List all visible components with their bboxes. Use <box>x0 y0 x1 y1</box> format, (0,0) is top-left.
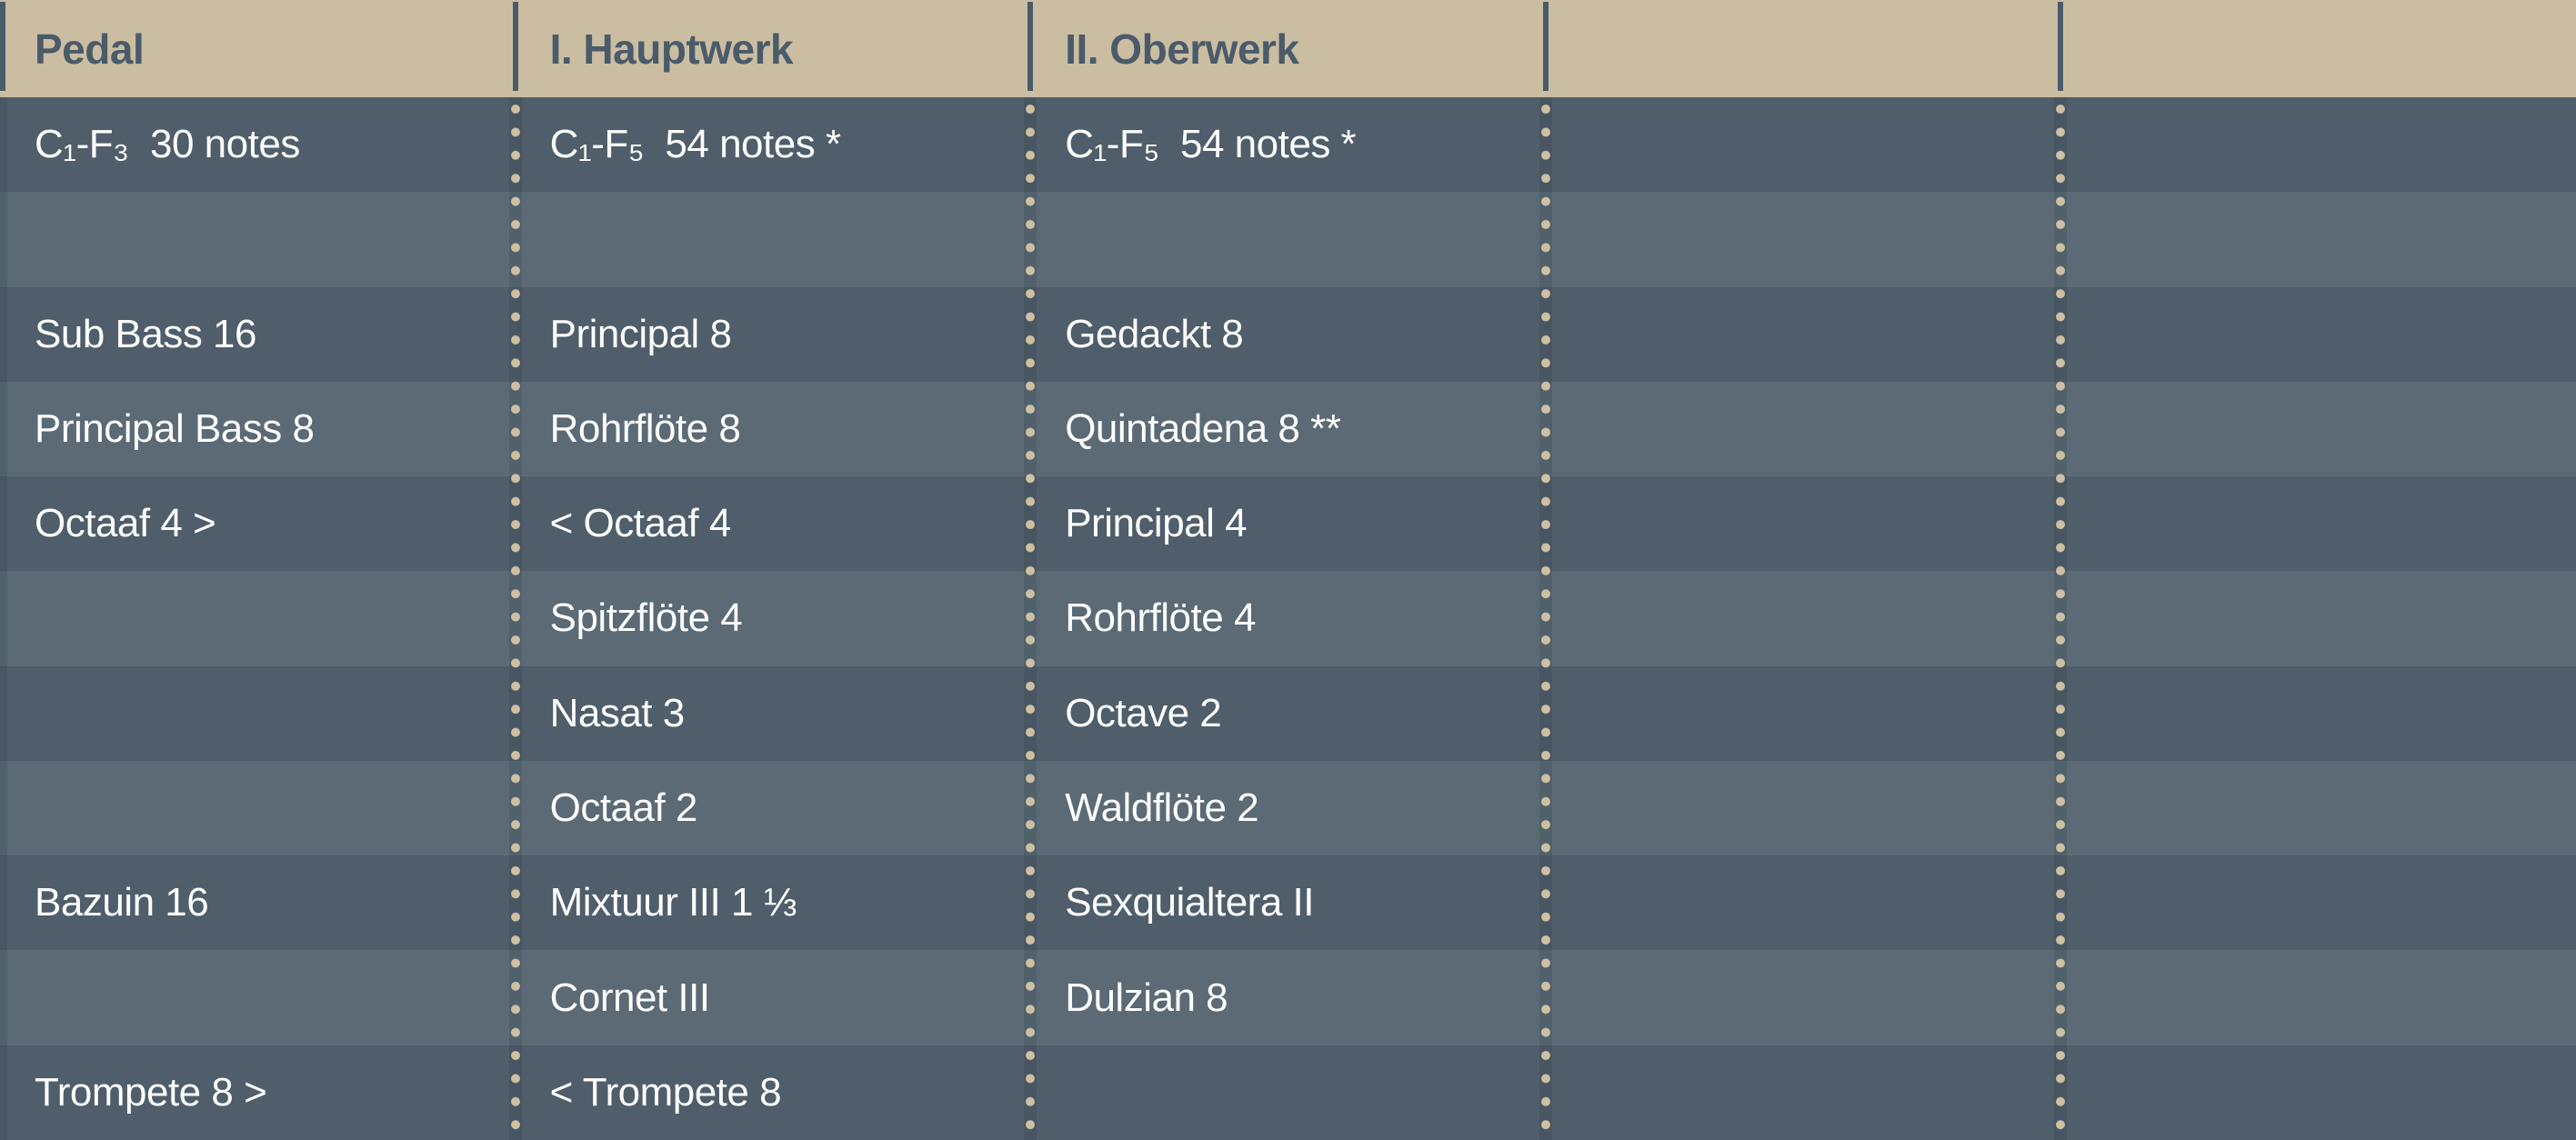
table-cell: Rohrflöte 4 <box>1065 595 1256 641</box>
table-row: Nasat 3 Octave 2 <box>0 665 2576 761</box>
header-label: Pedal <box>35 25 145 73</box>
table-cell <box>1546 571 2061 665</box>
left-edge-strip <box>0 97 7 1140</box>
table-row: Octaaf 4 > < Octaaf 4 Principal 4 <box>0 476 2576 572</box>
table-cell: Gedackt 8 <box>1065 311 1244 356</box>
table-cell <box>2060 950 2576 1045</box>
table-cell: C₁-F₃ 30 notes <box>35 122 300 167</box>
table-cell <box>2060 666 2576 761</box>
table-row <box>0 192 2576 287</box>
table-cell <box>516 192 1031 286</box>
header-label: I. Hauptwerk <box>549 25 794 73</box>
table-cell: Quintadena 8 ** <box>1065 405 1341 451</box>
table-cell <box>2060 192 2576 286</box>
table-cell <box>0 950 516 1045</box>
table-cell <box>0 761 516 855</box>
table-cell: Octaaf 2 <box>549 785 698 831</box>
table-cell <box>0 192 516 286</box>
header-divider <box>1542 2 1549 91</box>
table-cell <box>1546 950 2061 1045</box>
table-row: Trompete 8 > < Trompete 8 <box>0 1045 2576 1140</box>
table-cell: Rohrflöte 8 <box>549 405 741 451</box>
table-row: Spitzflöte 4 Rohrflöte 4 <box>0 571 2576 666</box>
table-cell: Principal 8 <box>549 311 732 356</box>
table-row: Cornet III Dulzian 8 <box>0 950 2576 1045</box>
header-label: II. Oberwerk <box>1065 25 1299 73</box>
table-cell <box>1546 666 2061 761</box>
table-header-row: Pedal I. Hauptwerk II. Oberwerk <box>0 0 2576 97</box>
dotted-column-separator <box>1539 97 1552 1140</box>
dotted-column-separator <box>508 97 522 1140</box>
table-cell: Cornet III <box>549 975 710 1020</box>
table-row: Bazuin 16 Mixtuur III 1 ⅓ Sexquialtera II <box>0 855 2576 951</box>
table-cell: Trompete 8 > <box>35 1069 267 1115</box>
table-cell <box>0 571 516 665</box>
dotted-column-separator <box>2054 97 2068 1140</box>
header-cell-oberwerk: II. Oberwerk <box>1027 0 1546 97</box>
table-cell <box>2060 382 2576 476</box>
table-cell: Mixtuur III 1 ⅓ <box>549 880 797 925</box>
table-cell: C₁-F₅ 54 notes * <box>549 122 841 167</box>
table-cell <box>2060 476 2576 571</box>
table-cell: Waldflöte 2 <box>1065 785 1259 831</box>
table-cell <box>1546 476 2061 571</box>
table-cell: < Octaaf 4 <box>549 501 732 546</box>
table-cell: Sub Bass 16 <box>35 311 256 356</box>
table-row: Octaaf 2 Waldflöte 2 <box>0 760 2576 856</box>
table-cell: Octave 2 <box>1065 690 1222 735</box>
table-cell <box>1546 287 2061 382</box>
table-cell: Dulzian 8 <box>1065 975 1228 1020</box>
table-cell: Sexquialtera II <box>1065 880 1314 925</box>
table-cell <box>1030 192 1546 286</box>
table-row: Sub Bass 16 Principal 8 Gedackt 8 <box>0 286 2576 382</box>
table-cell <box>2060 287 2576 382</box>
table-cell: < Trompete 8 <box>549 1069 782 1115</box>
header-cell-empty-2 <box>2058 0 2576 97</box>
table-cell: C₁-F₅ 54 notes * <box>1065 122 1357 167</box>
table-cell: Bazuin 16 <box>35 880 209 925</box>
header-cell-empty-1 <box>1542 0 2061 97</box>
header-cell-pedal: Pedal <box>0 0 516 97</box>
table-cell <box>1546 855 2061 950</box>
table-cell: Spitzflöte 4 <box>549 595 743 641</box>
header-divider <box>512 2 518 91</box>
table-body: C₁-F₃ 30 notes C₁-F₅ 54 notes * C₁-F₅ 54 n… <box>0 97 2576 1140</box>
table-cell <box>1546 97 2061 192</box>
table-row: Principal Bass 8 Rohrflöte 8 Quintadena 8 … <box>0 381 2576 477</box>
table-cell: Principal Bass 8 <box>35 405 315 451</box>
table-cell <box>1030 1045 1546 1140</box>
table-cell <box>2060 761 2576 855</box>
table-cell <box>1546 1045 2061 1140</box>
table-cell <box>1546 761 2061 855</box>
table-cell <box>0 666 516 761</box>
table-cell: Octaaf 4 > <box>35 501 216 546</box>
table-cell <box>2060 571 2576 665</box>
table-row: C₁-F₃ 30 notes C₁-F₅ 54 notes * C₁-F₅ 54 n… <box>0 97 2576 193</box>
header-cell-hauptwerk: I. Hauptwerk <box>512 0 1031 97</box>
dotted-column-separator <box>1024 97 1037 1140</box>
table-cell <box>2060 855 2576 950</box>
header-divider <box>0 2 5 91</box>
header-divider <box>1027 2 1034 91</box>
table-cell: Principal 4 <box>1065 501 1248 546</box>
table-cell <box>1546 192 2061 286</box>
table-cell <box>1546 382 2061 476</box>
table-cell <box>2060 1045 2576 1140</box>
table-cell: Nasat 3 <box>549 690 686 735</box>
header-divider <box>2058 2 2064 91</box>
table-cell <box>2060 97 2576 192</box>
